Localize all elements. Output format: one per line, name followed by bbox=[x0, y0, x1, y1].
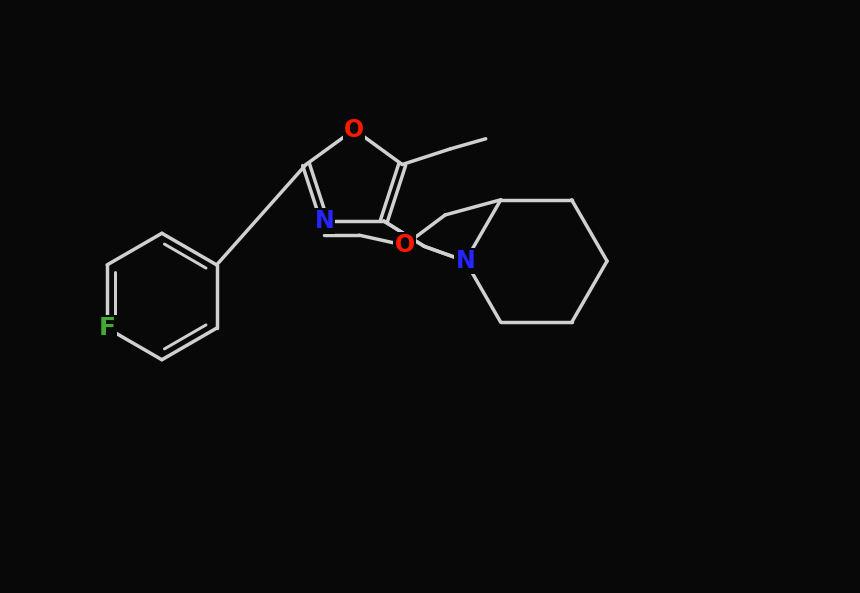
Text: N: N bbox=[456, 249, 476, 273]
Text: O: O bbox=[344, 117, 364, 142]
Text: O: O bbox=[395, 233, 415, 257]
Text: N: N bbox=[315, 209, 335, 233]
Text: F: F bbox=[99, 316, 115, 340]
